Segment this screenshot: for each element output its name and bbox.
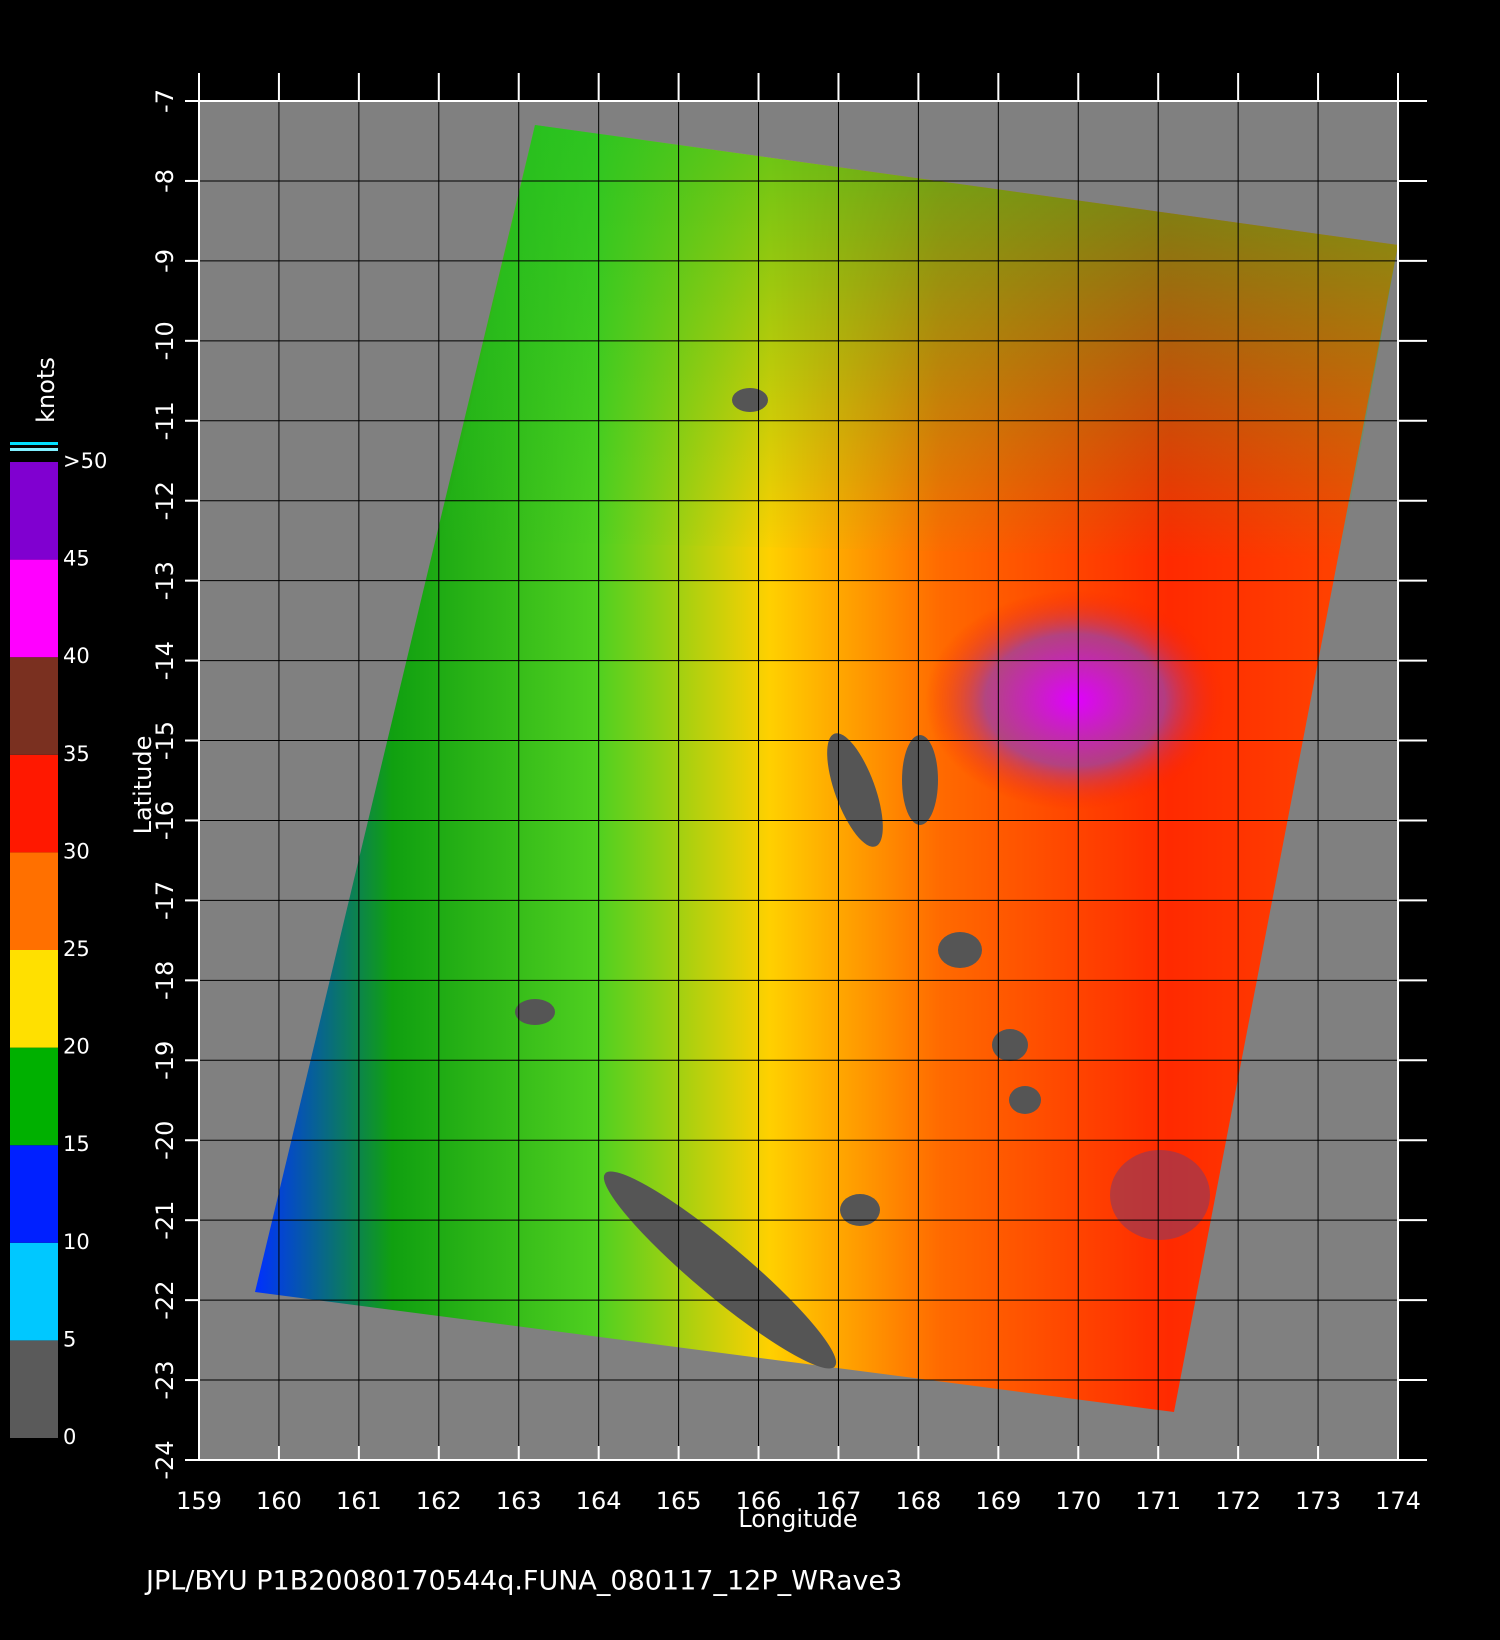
colorbar-tick-label: >50 (63, 449, 107, 473)
x-tick-label: 160 (256, 1487, 302, 1515)
x-tick-label: 162 (416, 1487, 462, 1515)
y-tick-label: -15 (151, 721, 179, 760)
storm-patch (1110, 1150, 1210, 1240)
x-tick-label: 172 (1215, 1487, 1261, 1515)
y-tick-label: -13 (151, 561, 179, 600)
y-tick-label: -21 (151, 1201, 179, 1240)
colorbar-band (10, 1145, 58, 1243)
y-tick-label: -11 (151, 401, 179, 440)
x-tick-label: 167 (816, 1487, 862, 1515)
colorbar-tick-label: 20 (63, 1035, 90, 1059)
colorbar-band (10, 852, 58, 950)
colorbar-tick-label: 5 (63, 1327, 76, 1351)
x-tick-label: 169 (975, 1487, 1021, 1515)
x-tick-label: 168 (895, 1487, 941, 1515)
colorbar-tick-label: 25 (63, 937, 90, 961)
y-axis-label: Latitude (129, 736, 157, 835)
y-tick-label: -8 (151, 169, 179, 193)
x-tick-label: 164 (576, 1487, 622, 1515)
colorbar-tick-label: 45 (63, 547, 90, 571)
storm-core (925, 590, 1225, 810)
x-axis-label: Longitude (738, 1505, 857, 1533)
colorbar-band (10, 1242, 58, 1341)
y-tick-label: -17 (151, 881, 179, 920)
y-tick-label: -16 (151, 801, 179, 840)
caption: JPL/BYU P1B20080170544q.FUNA_080117_12P_… (144, 1566, 902, 1597)
x-tick-label: 171 (1135, 1487, 1181, 1515)
colorbar-band (10, 1340, 58, 1438)
y-tick-label: -22 (151, 1281, 179, 1320)
colorbar-band (10, 754, 58, 853)
x-tick-label: 170 (1055, 1487, 1101, 1515)
colorbar-band (10, 559, 58, 658)
x-tick-label: 174 (1375, 1487, 1421, 1515)
y-tick-label: -9 (151, 249, 179, 273)
colorbar-tick-label: 0 (63, 1425, 76, 1449)
colorbar-band (10, 462, 58, 560)
colorbar-label: knots (32, 357, 60, 423)
y-tick-label: -20 (151, 1121, 179, 1160)
land (515, 388, 1041, 1369)
y-tick-label: -23 (151, 1360, 179, 1399)
colorbar-tick-label: 35 (63, 742, 90, 766)
colorbar-band (10, 1047, 58, 1146)
y-tick-label: -14 (151, 641, 179, 680)
colorbar-cap (10, 448, 58, 451)
x-tick-label: 159 (176, 1487, 222, 1515)
colorbar-tick-label: 40 (63, 644, 90, 668)
x-tick-label: 161 (336, 1487, 382, 1515)
x-tick-label: 173 (1295, 1487, 1341, 1515)
x-tick-label: 165 (656, 1487, 702, 1515)
colorbar-tick-label: 30 (63, 839, 90, 863)
colorbar-tick-label: 15 (63, 1132, 90, 1156)
y-tick-label: -19 (151, 1041, 179, 1080)
x-tick-label: 166 (736, 1487, 782, 1515)
x-tick-label: 163 (496, 1487, 542, 1515)
y-tick-label: -18 (151, 961, 179, 1000)
colorbar-tick-label: 10 (63, 1230, 90, 1254)
colorbar-cap (10, 442, 58, 445)
y-tick-label: -10 (151, 321, 179, 360)
y-tick-label: -12 (151, 481, 179, 520)
colorbar-band (10, 657, 58, 755)
colorbar-band (10, 950, 58, 1048)
plot-frame (198, 100, 1399, 1461)
y-tick-label: -7 (151, 89, 179, 113)
y-tick-label: -24 (151, 1440, 179, 1479)
